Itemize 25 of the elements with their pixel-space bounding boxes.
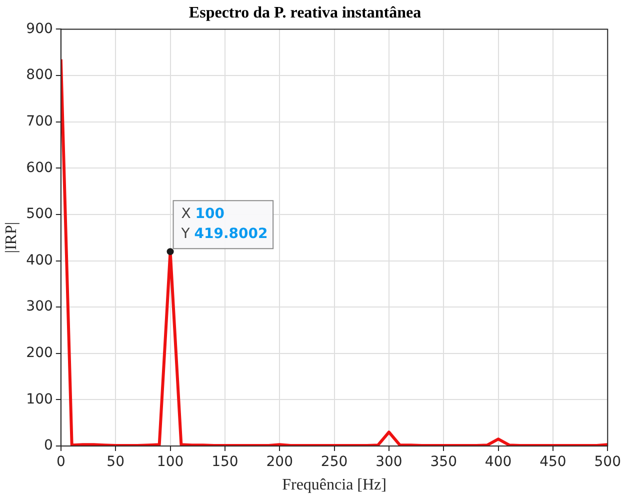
x-tick-label: 0 [56, 454, 66, 470]
y-tick-label: 600 [26, 160, 53, 176]
y-tick-label: 900 [26, 20, 53, 37]
y-tick-label: 100 [26, 391, 53, 408]
x-tick-label: 200 [266, 454, 293, 470]
x-tick-label: 100 [156, 454, 184, 470]
x-tick-label: 250 [320, 454, 348, 470]
y-axis-title: |IRP| [2, 222, 20, 254]
y-tick-label: 800 [26, 67, 53, 84]
annotation: X 100 Y 419.8002 [180, 206, 268, 242]
y-tick-label: 500 [26, 206, 53, 222]
x-tick-label: 150 [212, 454, 238, 470]
y-tick-label: 300 [26, 298, 53, 315]
y-tick-label: 400 [26, 252, 53, 268]
chart-title: Espectro da P. reativa instantânea [188, 4, 422, 22]
y-tick-label: 0 [44, 438, 53, 454]
y-tick-label: 700 [26, 113, 53, 130]
x-tick-label: 300 [376, 454, 402, 470]
x-tick-label: 450 [540, 454, 566, 470]
x-tick-label: 500 [594, 454, 622, 470]
x-tick-label: 350 [430, 454, 457, 470]
x-tick-label: 50 [106, 454, 125, 470]
y-tick-label: 200 [26, 345, 53, 362]
x-tick-label: 400 [484, 454, 512, 470]
x-axis-title: Frequência [Hz] [282, 476, 386, 494]
